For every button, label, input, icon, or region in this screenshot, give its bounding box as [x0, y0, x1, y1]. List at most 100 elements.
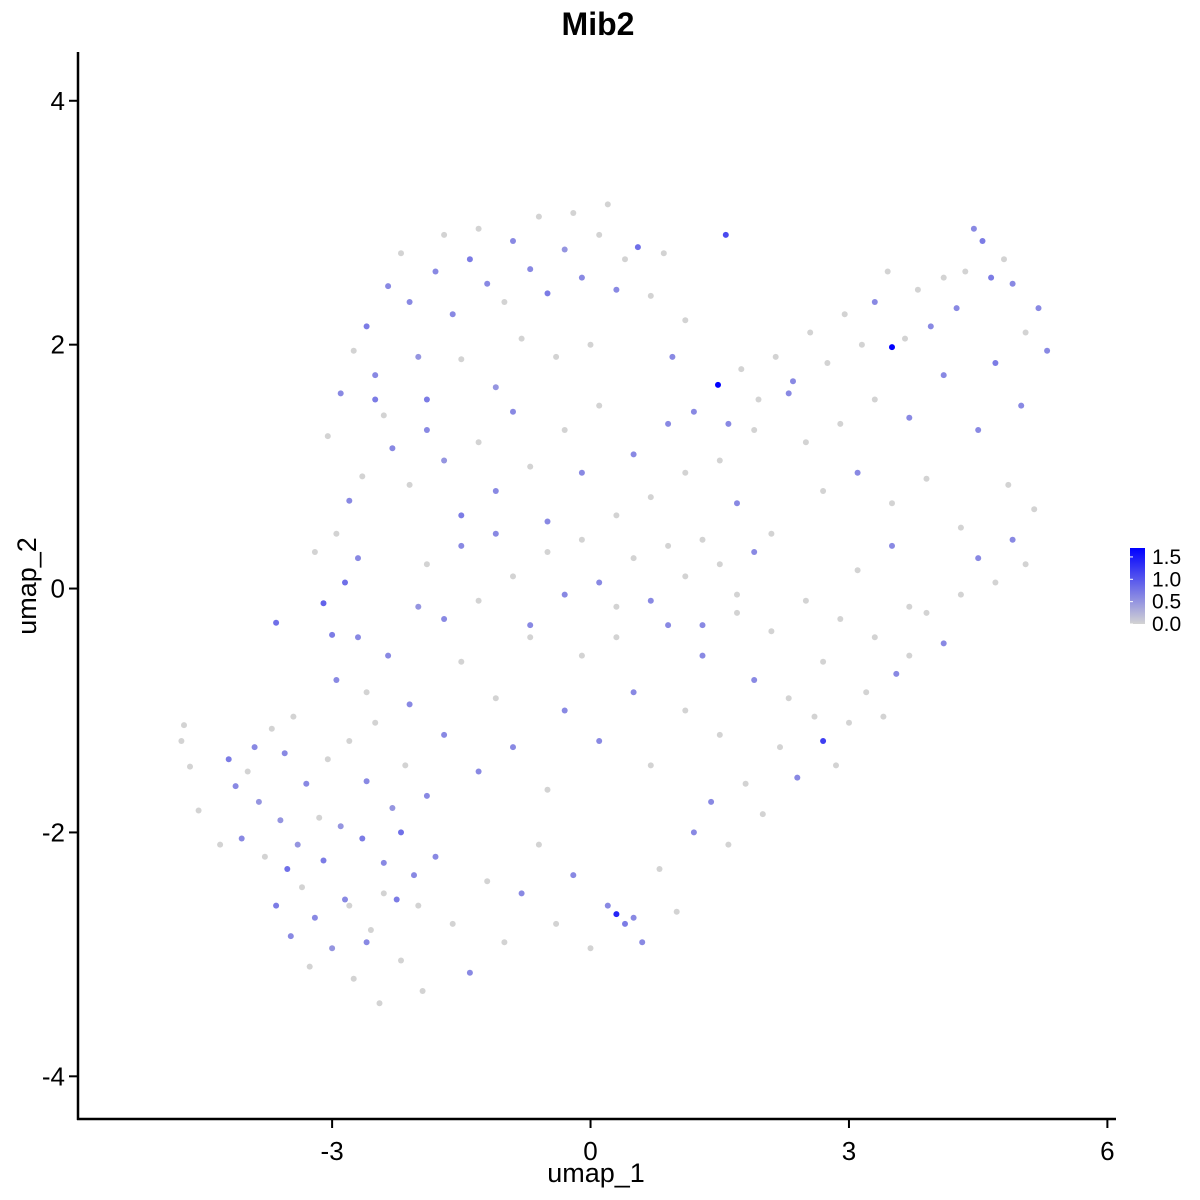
data-point [647, 597, 654, 604]
data-point [725, 420, 732, 427]
data-point [871, 299, 878, 305]
data-point [690, 408, 697, 415]
data-point [355, 634, 361, 641]
colorbar-legend: 1.51.00.50.0 [1130, 546, 1181, 636]
data-point-high [889, 344, 895, 351]
data-point [673, 908, 680, 915]
data-point [669, 353, 676, 360]
data-point [716, 561, 723, 568]
data-point [458, 356, 465, 363]
data-point [303, 780, 310, 787]
data-point [406, 481, 413, 488]
data-point [294, 841, 301, 848]
data-point [613, 286, 620, 293]
colorbar-labels: 1.51.00.50.0 [1130, 546, 1181, 636]
y-tick-label: 4 [51, 86, 65, 116]
data-point [880, 713, 887, 720]
data-point [846, 719, 852, 726]
data-point [527, 266, 534, 273]
data-point [604, 902, 611, 909]
data-point [893, 670, 900, 677]
data-point [544, 786, 551, 793]
data-point [1044, 347, 1051, 354]
data-point [363, 939, 370, 946]
data-point [398, 250, 404, 257]
x-tick-label: 3 [842, 1136, 856, 1166]
data-point [411, 872, 417, 879]
data-point [656, 866, 663, 872]
data-point [578, 274, 585, 281]
data-point [273, 619, 280, 626]
data-point [385, 283, 392, 290]
data-point [578, 469, 585, 476]
data-point [527, 634, 534, 641]
data-point [510, 744, 516, 751]
data-point [238, 835, 245, 842]
data-point [553, 920, 560, 927]
data-point [940, 372, 947, 379]
data-point [561, 246, 568, 253]
data-point [647, 762, 654, 769]
data-point [423, 396, 430, 403]
data-point [811, 713, 818, 720]
data-point [432, 268, 439, 275]
data-point [630, 451, 637, 458]
data-point [281, 750, 288, 757]
data-point [316, 814, 323, 821]
data-point [324, 756, 331, 763]
data-point [699, 622, 706, 629]
data-point [385, 652, 392, 659]
colorbar-label: 0.5 [1152, 591, 1181, 614]
data-point [441, 616, 448, 622]
data-point [380, 412, 387, 419]
y-tick-label: -2 [42, 817, 65, 847]
data-point [320, 857, 327, 864]
data-point [622, 920, 628, 927]
data-point [690, 829, 697, 836]
data-point [587, 945, 594, 952]
data-point [393, 896, 400, 903]
data-point [510, 408, 516, 415]
data-point [466, 969, 473, 976]
data-point [372, 396, 379, 403]
data-point [255, 798, 262, 805]
data-point [613, 634, 620, 641]
data-point [389, 805, 396, 811]
data-point [647, 292, 654, 299]
data-point [957, 591, 964, 598]
data-point [398, 957, 404, 964]
data-point [871, 634, 878, 641]
data-point [970, 225, 977, 232]
data-point [768, 628, 775, 635]
data-point [837, 420, 844, 427]
data-point [333, 677, 340, 683]
data-point [527, 463, 534, 470]
data-point [992, 360, 999, 366]
data-point [630, 689, 637, 696]
data-point [359, 835, 366, 842]
data-point [311, 549, 318, 555]
data-point [682, 707, 689, 714]
chart-title: Mib2 [562, 6, 635, 42]
scatter-points [178, 201, 1051, 1007]
data-point [363, 689, 370, 696]
data-point [630, 555, 637, 562]
data-point [596, 738, 603, 744]
data-point [225, 756, 232, 763]
data-point [927, 323, 934, 330]
data-point [419, 988, 426, 994]
data-point [682, 317, 689, 324]
data-point [613, 512, 620, 519]
data-point [596, 402, 603, 409]
data-point [940, 274, 947, 281]
data-point [1035, 305, 1042, 312]
data-point [432, 853, 439, 860]
data-point [181, 722, 187, 729]
data-point [604, 201, 611, 208]
data-point [501, 299, 508, 305]
data-point [807, 329, 814, 336]
data-point [596, 231, 603, 238]
data-point [1022, 329, 1029, 336]
data-point [1018, 402, 1025, 409]
data-point [1009, 536, 1016, 543]
